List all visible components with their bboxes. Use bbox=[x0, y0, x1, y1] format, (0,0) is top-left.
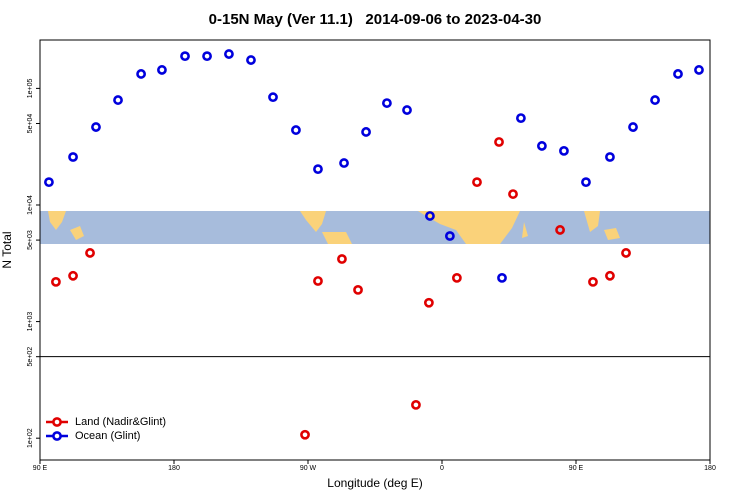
y-tick-label: 5e+03 bbox=[27, 230, 34, 250]
y-tick-label: 1e+04 bbox=[27, 195, 34, 215]
point bbox=[559, 145, 569, 156]
point bbox=[605, 152, 615, 162]
chart-title: 0-15N May (Ver 11.1) 2014-09-06 to 2023-… bbox=[209, 11, 542, 28]
point bbox=[300, 429, 310, 440]
point bbox=[91, 122, 101, 132]
point bbox=[51, 276, 61, 287]
point bbox=[337, 254, 347, 264]
point bbox=[382, 98, 392, 108]
point bbox=[588, 276, 598, 287]
x-tick-label: 90 W bbox=[300, 465, 317, 472]
point bbox=[68, 270, 78, 281]
x-tick-label: 0 bbox=[440, 465, 444, 472]
point bbox=[494, 137, 504, 147]
point bbox=[313, 276, 323, 286]
x-tick-label: 180 bbox=[168, 465, 180, 472]
legend-marker bbox=[52, 431, 62, 441]
point bbox=[516, 113, 526, 124]
point bbox=[555, 225, 565, 235]
point bbox=[313, 164, 323, 175]
point bbox=[628, 122, 638, 132]
point bbox=[423, 297, 434, 308]
point bbox=[136, 69, 146, 79]
point bbox=[673, 69, 683, 79]
point bbox=[621, 248, 631, 258]
x-axis-label: Longitude (deg E) bbox=[327, 476, 422, 490]
point bbox=[361, 127, 371, 137]
point bbox=[68, 152, 78, 162]
point bbox=[650, 95, 660, 105]
point bbox=[581, 177, 591, 188]
point bbox=[113, 95, 123, 105]
point bbox=[202, 51, 212, 62]
point bbox=[425, 211, 435, 221]
point bbox=[157, 65, 167, 75]
point bbox=[180, 51, 190, 62]
y-tick-label: 5e+02 bbox=[27, 347, 34, 367]
point bbox=[291, 125, 301, 135]
y-tick-label: 1e+05 bbox=[27, 78, 34, 98]
x-tick-label: 180 bbox=[704, 465, 716, 472]
point bbox=[497, 272, 507, 283]
y-tick-label: 1e+02 bbox=[27, 428, 34, 448]
y-tick-label: 1e+03 bbox=[27, 312, 34, 332]
y-tick-label: 5e+04 bbox=[27, 114, 34, 134]
point bbox=[44, 177, 54, 188]
legend-marker bbox=[52, 417, 62, 427]
map-band bbox=[40, 211, 710, 244]
point bbox=[246, 55, 256, 65]
point bbox=[694, 65, 704, 75]
point bbox=[339, 158, 349, 168]
point bbox=[508, 189, 518, 199]
point bbox=[85, 248, 95, 258]
point bbox=[268, 92, 278, 103]
point bbox=[444, 231, 455, 241]
point bbox=[411, 399, 421, 410]
land-shapes bbox=[48, 211, 620, 244]
x-tick-label: 90 E bbox=[33, 465, 48, 472]
x-tick-label: 90 E bbox=[569, 465, 584, 472]
point bbox=[353, 284, 363, 295]
y-axis-label: N Total bbox=[0, 231, 14, 268]
legend-label: Land (Nadir&Glint) bbox=[75, 416, 166, 428]
point bbox=[402, 105, 412, 115]
point bbox=[472, 177, 482, 188]
plot-frame bbox=[39, 39, 711, 461]
point bbox=[224, 49, 234, 59]
point bbox=[451, 272, 462, 283]
point bbox=[605, 270, 615, 281]
point bbox=[537, 141, 547, 151]
legend-label: Ocean (Glint) bbox=[75, 430, 140, 442]
